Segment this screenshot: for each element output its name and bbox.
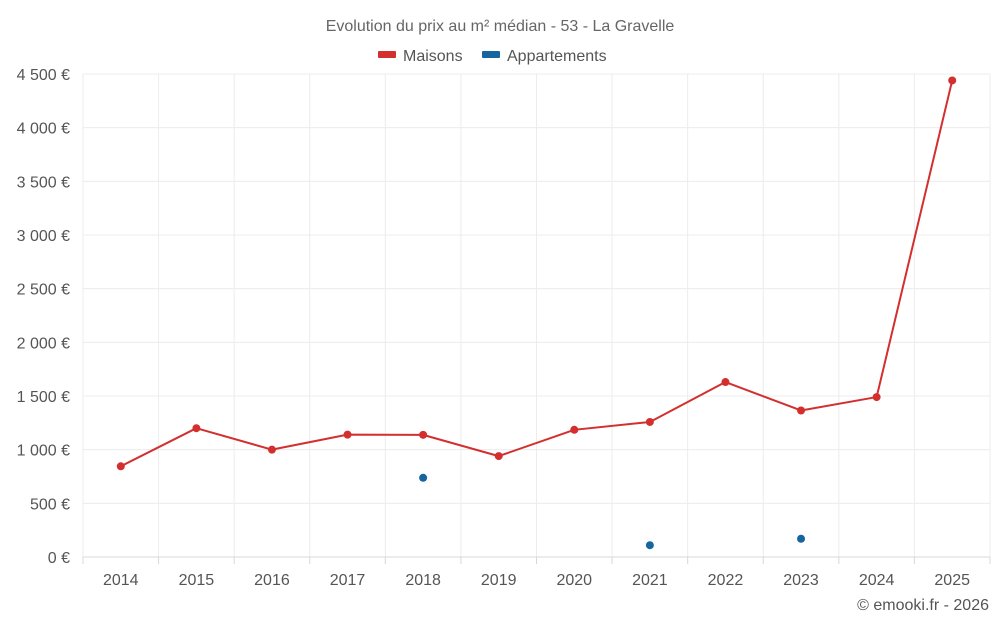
y-tick-label: 3 500 € [17,174,70,191]
legend-swatch-maisons [378,51,396,58]
data-point-appartements[interactable] [419,473,428,482]
legend: Maisons Appartements [378,48,607,65]
data-point-maisons[interactable] [419,430,428,439]
legend-swatch-appartements [482,51,500,58]
x-tick-label: 2024 [859,572,895,589]
grid [82,73,991,557]
x-tick-label: 2016 [254,572,290,589]
legend-label-maisons: Maisons [403,48,463,65]
data-point-maisons[interactable] [797,406,806,415]
x-tick-label: 2025 [934,572,970,589]
x-tick-label: 2019 [481,572,517,589]
x-tick-label: 2020 [556,572,592,589]
y-tick-label: 2 500 € [17,282,70,299]
copyright-text: © emooki.fr - 2026 [857,597,989,614]
y-tick-label: 4 500 € [17,67,70,84]
legend-label-appartements: Appartements [507,48,607,65]
data-point-maisons[interactable] [116,462,125,471]
data-point-maisons[interactable] [192,424,201,433]
x-tick-label: 2023 [783,572,819,589]
x-tick-label: 2021 [632,572,668,589]
chart-title: Evolution du prix au m² médian - 53 - La… [326,18,675,35]
y-tick-label: 1 500 € [17,389,70,406]
y-axis: 0 € 500 € 1 000 € 1 500 € 2 000 € 2 500 € 3 00… [17,67,70,567]
y-tick-label: 0 € [48,550,70,567]
data-point-maisons[interactable] [872,393,881,402]
x-tick-label: 2014 [103,572,139,589]
y-tick-label: 1 000 € [17,443,70,460]
data-point-maisons[interactable] [645,417,654,426]
legend-item-appartements[interactable]: Appartements [482,48,607,65]
y-tick-label: 500 € [30,496,70,513]
x-tick-label: 2018 [405,572,441,589]
x-tick-label: 2022 [708,572,744,589]
data-point-maisons[interactable] [267,445,276,454]
series-line-maisons [120,80,954,468]
data-point-maisons[interactable] [948,76,957,85]
series-layer [116,76,957,550]
y-tick-label: 4 000 € [17,121,70,138]
data-point-appartements[interactable] [645,541,654,550]
x-axis: 2014 2015 2016 2017 2018 2019 2020 2021 2022 2023… [82,556,991,589]
data-point-maisons[interactable] [343,430,352,439]
legend-item-maisons[interactable]: Maisons [378,48,463,65]
y-tick-label: 2 000 € [17,335,70,352]
data-point-maisons[interactable] [494,452,503,461]
data-point-maisons[interactable] [570,425,579,434]
x-tick-label: 2017 [330,572,366,589]
x-tick-label: 2015 [179,572,215,589]
data-point-maisons[interactable] [721,378,730,387]
data-point-appartements[interactable] [797,534,806,543]
y-tick-label: 3 000 € [17,228,70,245]
